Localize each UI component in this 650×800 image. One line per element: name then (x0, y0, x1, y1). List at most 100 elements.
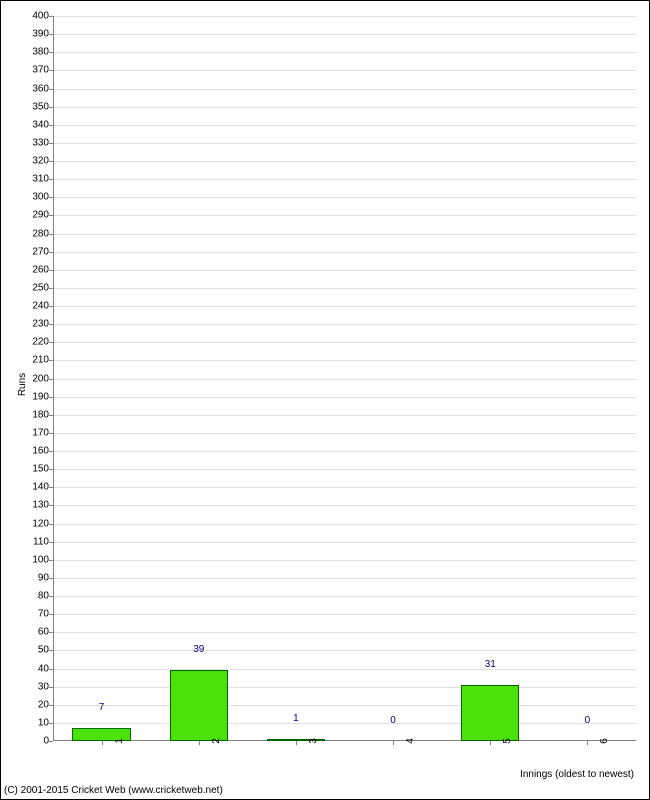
y-tick-label: 380 (32, 47, 53, 58)
y-axis-line (53, 16, 54, 741)
y-tick-label: 230 (32, 319, 53, 330)
gridline (53, 34, 636, 35)
gridline (53, 379, 636, 380)
gridline (53, 397, 636, 398)
gridline (53, 542, 636, 543)
y-tick-label: 110 (33, 536, 53, 547)
y-tick-label: 0 (43, 736, 53, 747)
gridline (53, 125, 636, 126)
y-tick-label: 90 (38, 572, 53, 583)
y-tick-label: 30 (38, 681, 53, 692)
y-tick-label: 170 (32, 427, 53, 438)
gridline (53, 596, 636, 597)
y-tick-label: 330 (32, 137, 53, 148)
x-axis-title: Innings (oldest to newest) (520, 769, 634, 780)
y-tick-label: 200 (32, 373, 53, 384)
x-tick-label: 3 (296, 738, 319, 744)
y-tick-label: 40 (38, 663, 53, 674)
gridline (53, 723, 636, 724)
x-tick-label: 1 (102, 738, 125, 744)
gridline (53, 52, 636, 53)
y-tick-label: 70 (38, 609, 53, 620)
gridline (53, 524, 636, 525)
y-tick-label: 280 (32, 228, 53, 239)
gridline (53, 288, 636, 289)
gridline (53, 270, 636, 271)
bar-value-label: 39 (193, 644, 204, 657)
gridline (53, 16, 636, 17)
gridline (53, 650, 636, 651)
gridline (53, 70, 636, 71)
y-tick-label: 300 (32, 192, 53, 203)
y-tick-label: 100 (32, 554, 53, 565)
gridline (53, 324, 636, 325)
y-tick-label: 210 (32, 355, 53, 366)
y-tick-label: 310 (32, 174, 53, 185)
bar-value-label: 0 (390, 715, 396, 728)
gridline (53, 342, 636, 343)
bar-value-label: 7 (99, 702, 105, 715)
y-tick-label: 250 (32, 282, 53, 293)
x-tick-label: 2 (199, 738, 222, 744)
y-tick-label: 340 (32, 119, 53, 130)
gridline (53, 669, 636, 670)
y-tick-label: 350 (32, 101, 53, 112)
bar (170, 670, 228, 741)
gridline (53, 433, 636, 434)
x-axis-line (53, 740, 636, 741)
y-tick-label: 390 (32, 29, 53, 40)
plot-area: 0102030405060708090100110120130140150160… (53, 16, 636, 741)
bar-value-label: 0 (585, 715, 591, 728)
gridline (53, 487, 636, 488)
gridline (53, 360, 636, 361)
y-tick-label: 220 (32, 337, 53, 348)
y-tick-label: 160 (32, 446, 53, 457)
y-axis-title: Runs (17, 372, 28, 395)
gridline (53, 252, 636, 253)
y-tick-label: 240 (32, 301, 53, 312)
bar-value-label: 31 (485, 659, 496, 672)
y-tick-label: 80 (38, 591, 53, 602)
gridline (53, 560, 636, 561)
gridline (53, 687, 636, 688)
x-tick-label: 4 (393, 738, 416, 744)
gridline (53, 306, 636, 307)
gridline (53, 614, 636, 615)
y-tick-label: 290 (32, 210, 53, 221)
gridline (53, 234, 636, 235)
gridline (53, 505, 636, 506)
gridline (53, 705, 636, 706)
y-tick-label: 260 (32, 264, 53, 275)
y-tick-label: 120 (32, 518, 53, 529)
gridline (53, 415, 636, 416)
copyright-text: (C) 2001-2015 Cricket Web (www.cricketwe… (4, 785, 223, 796)
y-tick-label: 140 (32, 482, 53, 493)
gridline (53, 469, 636, 470)
y-tick-label: 190 (32, 391, 53, 402)
y-tick-label: 180 (32, 409, 53, 420)
x-tick-label: 5 (490, 738, 513, 744)
y-tick-label: 400 (32, 11, 53, 22)
y-tick-label: 150 (32, 464, 53, 475)
runs-bar-chart: 0102030405060708090100110120130140150160… (0, 0, 650, 800)
gridline (53, 451, 636, 452)
y-tick-label: 20 (38, 699, 53, 710)
gridline (53, 161, 636, 162)
bar (461, 685, 519, 741)
y-tick-label: 320 (32, 156, 53, 167)
y-tick-label: 270 (32, 246, 53, 257)
gridline (53, 143, 636, 144)
y-tick-label: 130 (32, 500, 53, 511)
y-tick-label: 10 (38, 717, 53, 728)
gridline (53, 632, 636, 633)
gridline (53, 197, 636, 198)
y-tick-label: 360 (32, 83, 53, 94)
y-tick-label: 50 (38, 645, 53, 656)
gridline (53, 107, 636, 108)
y-tick-label: 370 (32, 65, 53, 76)
x-tick-label: 6 (587, 738, 610, 744)
gridline (53, 215, 636, 216)
y-tick-label: 60 (38, 627, 53, 638)
gridline (53, 179, 636, 180)
gridline (53, 578, 636, 579)
